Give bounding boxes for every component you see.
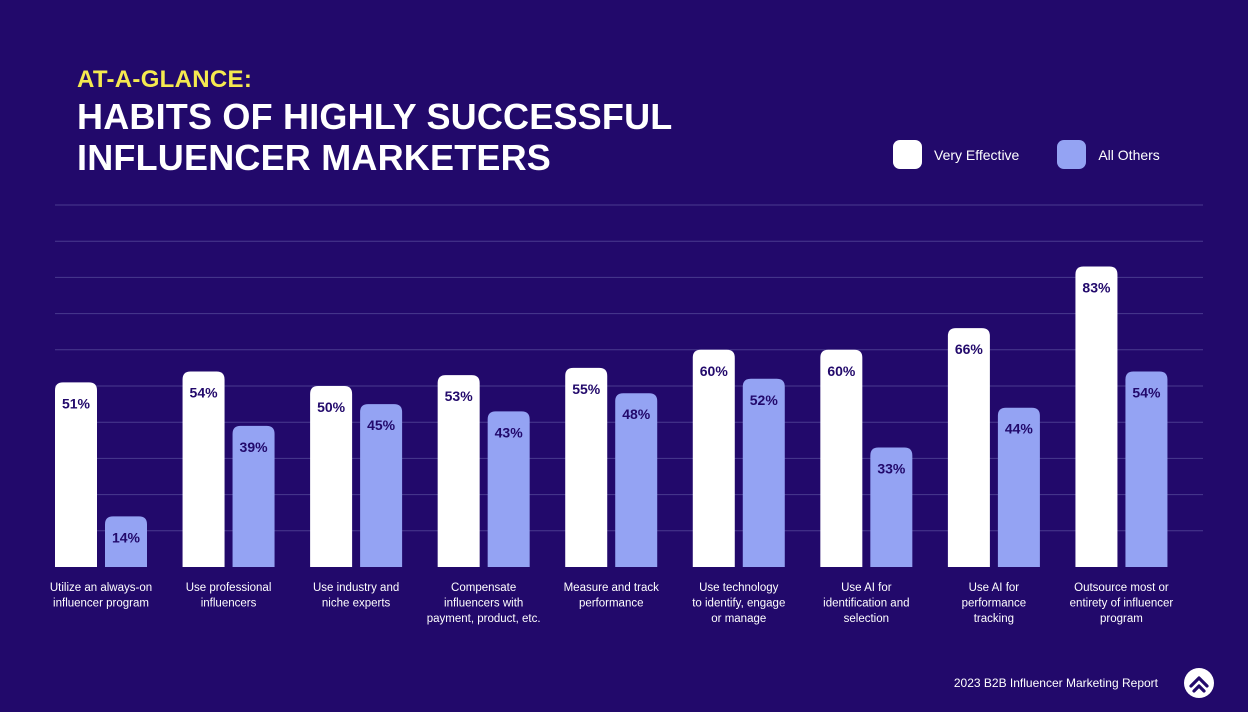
bar-all-others xyxy=(360,404,403,567)
bar-very-effective xyxy=(692,349,735,567)
data-label: 44% xyxy=(1005,421,1034,437)
category-label: Use professional xyxy=(186,582,272,594)
data-label: 54% xyxy=(1132,385,1161,401)
bar-all-others xyxy=(997,407,1040,567)
data-label: 52% xyxy=(750,392,779,408)
category-label: niche experts xyxy=(322,598,391,610)
data-label: 51% xyxy=(62,395,91,411)
category-label: performance xyxy=(962,598,1027,610)
data-label: 54% xyxy=(190,385,219,401)
data-label: 53% xyxy=(445,388,474,404)
data-label: 66% xyxy=(955,341,984,357)
legend-item-all-others: All Others xyxy=(1057,140,1160,169)
category-label: influencer program xyxy=(53,598,149,610)
legend-swatch-very-effective xyxy=(893,140,922,169)
bar-very-effective xyxy=(820,349,863,567)
category-label: Use technology xyxy=(699,582,779,594)
bar-very-effective xyxy=(55,382,97,567)
data-label: 55% xyxy=(572,381,601,397)
category-label: Use AI for xyxy=(969,582,1020,594)
data-label: 43% xyxy=(495,424,524,440)
legend-label-very-effective: Very Effective xyxy=(934,146,1020,163)
category-label: influencers xyxy=(201,598,257,610)
data-label: 60% xyxy=(827,363,856,379)
category-label: entirety of influencer xyxy=(1070,598,1174,610)
bar-all-others xyxy=(1125,371,1168,567)
category-label: Use AI for xyxy=(841,582,892,594)
bar-very-effective xyxy=(182,371,225,567)
data-label: 50% xyxy=(317,399,346,415)
bar-all-others xyxy=(105,516,147,567)
bar-all-others xyxy=(232,425,275,567)
legend-item-very-effective: Very Effective xyxy=(893,140,1019,169)
bar-all-others xyxy=(487,411,530,567)
category-label: to identify, engage xyxy=(692,598,785,610)
footer-source: 2023 B2B Influencer Marketing Report xyxy=(953,676,1158,690)
data-label: 45% xyxy=(367,417,396,433)
category-label: Compensate xyxy=(451,582,516,594)
bar-very-effective xyxy=(947,328,990,567)
bar-very-effective xyxy=(310,386,353,567)
category-label: performance xyxy=(579,598,644,610)
legend-label-all-others: All Others xyxy=(1098,146,1160,163)
category-label: influencers with xyxy=(444,598,523,610)
bar-all-others xyxy=(742,378,785,567)
category-label: payment, product, etc. xyxy=(427,613,541,625)
bar-very-effective xyxy=(1075,266,1118,567)
category-label: Measure and track xyxy=(564,582,659,594)
category-label: Outsource most or xyxy=(1074,582,1169,594)
chevron-up-logo-icon xyxy=(1184,668,1214,698)
data-label: 60% xyxy=(700,363,729,379)
chart-title: HABITS OF HIGHLY SUCCESSFUL INFLUENCER M… xyxy=(77,96,777,178)
data-label: 83% xyxy=(1082,280,1111,296)
data-label: 33% xyxy=(877,461,906,477)
category-label: or manage xyxy=(711,613,766,625)
bar-very-effective xyxy=(437,375,480,567)
data-label: 39% xyxy=(240,439,269,455)
data-label: 48% xyxy=(622,406,651,422)
bar-very-effective xyxy=(565,367,608,567)
chart-eyebrow: AT-A-GLANCE: xyxy=(77,66,253,93)
category-label: tracking xyxy=(974,613,1014,625)
legend: Very Effective All Others xyxy=(893,140,1198,169)
category-label: identification and xyxy=(823,598,909,610)
category-label: program xyxy=(1100,613,1143,625)
bar-all-others xyxy=(870,447,913,567)
bar-all-others xyxy=(615,393,658,567)
category-label: selection xyxy=(844,613,889,625)
category-label: Utilize an always-on xyxy=(50,582,152,594)
category-label: Use industry and xyxy=(313,582,399,594)
chart-title-line-2: INFLUENCER MARKETERS xyxy=(77,137,552,178)
legend-swatch-all-others xyxy=(1057,140,1087,169)
data-label: 14% xyxy=(112,529,141,545)
chart-title-line-1: HABITS OF HIGHLY SUCCESSFUL xyxy=(77,96,673,137)
